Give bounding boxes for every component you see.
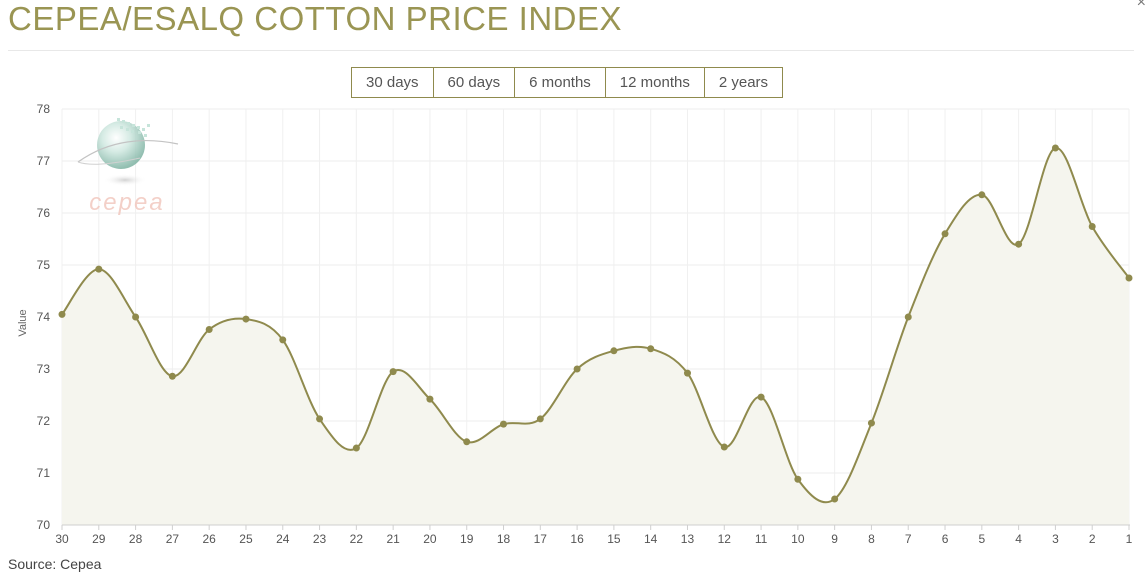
y-tick-label: 71 <box>37 466 51 480</box>
data-point-23[interactable] <box>316 415 324 423</box>
data-point-13[interactable] <box>683 369 691 377</box>
y-axis-label: Value <box>17 309 29 336</box>
data-point-5[interactable] <box>978 191 986 199</box>
x-tick-label: 6 <box>942 532 949 546</box>
data-point-29[interactable] <box>95 265 103 273</box>
x-tick-label: 30 <box>55 532 69 546</box>
x-tick-label: 16 <box>570 532 584 546</box>
x-tick-label: 23 <box>313 532 327 546</box>
data-point-26[interactable] <box>205 325 213 333</box>
x-tick-label: 21 <box>386 532 400 546</box>
x-tick-label: 24 <box>276 532 290 546</box>
data-point-27[interactable] <box>168 372 176 380</box>
x-tick-label: 9 <box>831 532 838 546</box>
data-point-9[interactable] <box>831 495 839 503</box>
x-tick-label: 18 <box>497 532 511 546</box>
data-points <box>58 144 1133 503</box>
tab-2-years[interactable]: 2 years <box>704 67 784 98</box>
x-tick-label: 1 <box>1126 532 1133 546</box>
data-point-6[interactable] <box>941 230 949 238</box>
x-tick-label: 10 <box>791 532 805 546</box>
data-point-1[interactable] <box>1125 274 1133 282</box>
x-tick-label: 8 <box>868 532 875 546</box>
area-fill <box>62 147 1129 525</box>
data-point-10[interactable] <box>794 475 802 483</box>
source-note: Source: Cepea <box>8 556 102 572</box>
x-tick-label: 29 <box>92 532 106 546</box>
logo-text: cepea <box>89 189 164 216</box>
tab-6-months[interactable]: 6 months <box>515 67 606 98</box>
x-tick-label: 27 <box>166 532 180 546</box>
data-point-24[interactable] <box>279 336 287 344</box>
x-tick-label: 17 <box>534 532 548 546</box>
tab-12-months[interactable]: 12 months <box>605 67 705 98</box>
x-tick-label: 11 <box>755 532 768 546</box>
x-tick-label: 3 <box>1052 532 1059 546</box>
period-tabs: 30 days 60 days 6 months 12 months 2 yea… <box>351 67 784 98</box>
x-tick-label: 12 <box>718 532 732 546</box>
data-point-28[interactable] <box>132 313 140 321</box>
data-point-8[interactable] <box>867 419 875 427</box>
x-tick-label: 28 <box>129 532 143 546</box>
y-tick-label: 76 <box>37 206 51 220</box>
tab-60-days[interactable]: 60 days <box>433 67 516 98</box>
x-axis-ticks: 30 29 28 27 26 25 24 23 22 21 20 19 18 17 16 15 14 13 12 11… <box>55 525 1133 546</box>
x-tick-label: 7 <box>905 532 912 546</box>
data-point-12[interactable] <box>720 443 728 451</box>
y-tick-label: 73 <box>37 362 51 376</box>
page-title: CEPEA/ESALQ COTTON PRICE INDEX <box>8 0 623 37</box>
data-point-18[interactable] <box>500 420 508 428</box>
x-tick-label: 2 <box>1089 532 1096 546</box>
x-tick-label: 19 <box>460 532 474 546</box>
x-tick-label: 5 <box>978 532 985 546</box>
x-tick-label: 25 <box>239 532 253 546</box>
x-tick-label: 20 <box>423 532 437 546</box>
data-point-2[interactable] <box>1088 223 1096 231</box>
tab-30-days[interactable]: 30 days <box>351 67 434 98</box>
data-point-4[interactable] <box>1015 240 1023 248</box>
header-divider <box>8 50 1134 51</box>
data-point-17[interactable] <box>536 415 544 423</box>
x-tick-label: 22 <box>350 532 364 546</box>
y-tick-label: 77 <box>37 154 51 168</box>
data-point-25[interactable] <box>242 315 250 323</box>
y-tick-label: 70 <box>37 518 51 532</box>
data-point-19[interactable] <box>463 438 471 446</box>
x-tick-label: 4 <box>1015 532 1022 546</box>
y-tick-label: 75 <box>37 258 51 272</box>
data-point-14[interactable] <box>647 345 655 353</box>
y-axis-ticks: 70 71 72 73 74 75 76 77 78 <box>37 102 51 532</box>
y-tick-label: 74 <box>37 310 51 324</box>
data-point-22[interactable] <box>352 444 360 452</box>
y-tick-label: 72 <box>37 414 51 428</box>
data-point-7[interactable] <box>904 313 912 321</box>
close-icon[interactable]: × <box>1136 0 1146 11</box>
data-point-21[interactable] <box>389 368 397 376</box>
x-tick-label: 15 <box>607 532 621 546</box>
x-tick-label: 14 <box>644 532 658 546</box>
cepea-logo: cepea <box>77 118 179 216</box>
data-point-3[interactable] <box>1051 144 1059 152</box>
y-tick-label: 78 <box>37 102 51 116</box>
x-tick-label: 13 <box>681 532 695 546</box>
data-point-16[interactable] <box>573 365 581 373</box>
data-point-20[interactable] <box>426 395 434 403</box>
data-point-15[interactable] <box>610 347 618 355</box>
data-point-11[interactable] <box>757 393 765 401</box>
data-point-30[interactable] <box>58 310 66 318</box>
x-tick-label: 26 <box>202 532 216 546</box>
